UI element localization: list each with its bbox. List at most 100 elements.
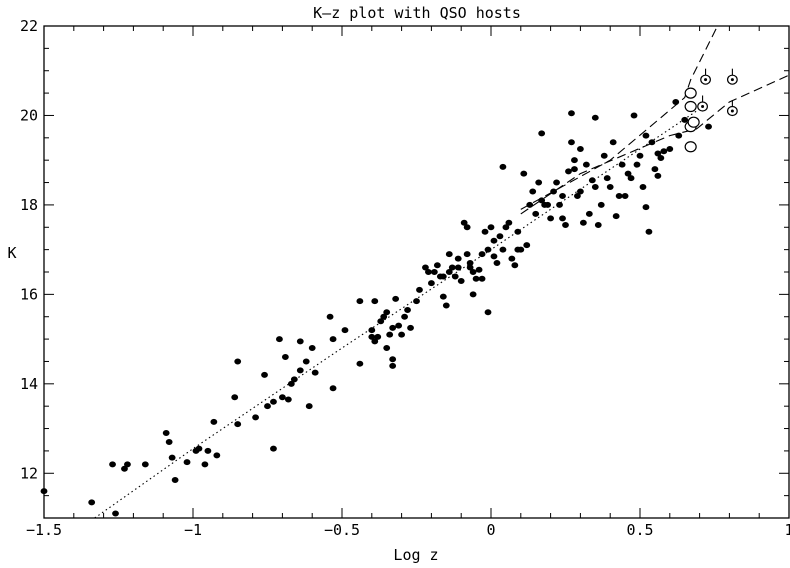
x-tick-label: −0.5 bbox=[324, 521, 360, 539]
data-point bbox=[252, 414, 259, 421]
dashed-curve bbox=[520, 25, 718, 210]
data-point bbox=[660, 148, 668, 155]
data-point bbox=[445, 251, 453, 258]
data-point bbox=[654, 150, 662, 157]
data-point bbox=[559, 215, 566, 222]
data-point bbox=[457, 277, 465, 284]
data-point bbox=[672, 99, 680, 106]
data-point bbox=[520, 170, 528, 177]
data-point bbox=[648, 139, 656, 146]
data-point bbox=[40, 488, 48, 495]
data-point bbox=[624, 170, 632, 177]
data-point bbox=[615, 192, 623, 199]
data-point bbox=[600, 152, 608, 159]
y-tick-label: 16 bbox=[20, 285, 38, 303]
data-point bbox=[469, 269, 477, 275]
data-point bbox=[591, 184, 599, 191]
data-point bbox=[594, 222, 602, 229]
qso-host-limit-point bbox=[726, 68, 738, 85]
data-point bbox=[109, 461, 116, 468]
data-point bbox=[270, 398, 277, 405]
qso-host-point bbox=[687, 116, 700, 128]
data-point bbox=[579, 219, 587, 226]
data-point bbox=[490, 253, 498, 260]
data-point bbox=[657, 154, 665, 161]
data-point bbox=[627, 175, 635, 182]
data-point bbox=[141, 461, 149, 468]
data-point bbox=[565, 168, 572, 175]
qso-host-limit-point bbox=[700, 68, 711, 85]
data-point bbox=[633, 161, 641, 168]
data-point bbox=[88, 499, 96, 506]
data-point bbox=[162, 430, 170, 437]
data-point bbox=[368, 333, 376, 340]
data-point bbox=[517, 246, 525, 253]
data-point bbox=[398, 331, 405, 338]
data-point bbox=[511, 262, 519, 269]
data-point bbox=[463, 251, 471, 258]
data-point bbox=[642, 132, 650, 139]
data-point bbox=[469, 291, 477, 298]
data-point bbox=[568, 110, 575, 117]
data-point bbox=[371, 298, 379, 305]
qso-host-point bbox=[684, 100, 697, 113]
data-point bbox=[305, 403, 313, 410]
data-point bbox=[442, 302, 450, 309]
data-point bbox=[642, 204, 650, 211]
data-point bbox=[425, 269, 432, 275]
x-tick-label: −1.5 bbox=[26, 521, 62, 539]
data-point bbox=[681, 116, 689, 123]
limit-dot bbox=[730, 78, 734, 82]
data-point bbox=[287, 380, 295, 387]
data-point bbox=[389, 324, 397, 331]
data-point bbox=[380, 313, 388, 320]
dotted-curve bbox=[94, 110, 697, 519]
model-curves bbox=[94, 25, 790, 519]
data-point bbox=[502, 224, 510, 231]
data-point bbox=[356, 360, 364, 367]
data-point bbox=[529, 188, 537, 195]
data-point bbox=[591, 114, 599, 121]
data-point bbox=[392, 295, 400, 302]
data-point bbox=[234, 358, 242, 365]
data-point bbox=[574, 192, 581, 199]
data-point bbox=[597, 201, 605, 208]
data-point bbox=[618, 161, 626, 168]
data-point bbox=[484, 309, 492, 316]
data-point bbox=[499, 163, 507, 170]
data-point bbox=[433, 262, 441, 269]
x-tick-label: 1 bbox=[784, 521, 790, 539]
data-point bbox=[445, 269, 453, 275]
data-point bbox=[383, 309, 391, 316]
data-point bbox=[422, 264, 429, 271]
data-point bbox=[606, 184, 614, 191]
axis-ticks: −1.5 −1 −0.5 0 0.5 1 12 14 16 18 20 22 bbox=[20, 17, 790, 539]
data-point bbox=[261, 371, 268, 378]
data-point bbox=[428, 280, 435, 287]
data-point bbox=[231, 394, 239, 401]
data-point bbox=[413, 298, 420, 305]
data-point bbox=[645, 228, 653, 235]
chart-title: K–z plot with QSO hosts bbox=[313, 4, 521, 22]
data-point bbox=[165, 438, 173, 445]
data-point bbox=[374, 333, 382, 340]
data-point bbox=[505, 219, 513, 226]
data-point bbox=[508, 255, 516, 262]
data-point bbox=[326, 313, 334, 320]
data-point bbox=[609, 139, 617, 146]
qso-host-limit-point bbox=[697, 95, 708, 112]
data-point bbox=[639, 184, 647, 191]
data-point bbox=[281, 353, 289, 360]
data-point bbox=[666, 146, 674, 152]
data-point bbox=[213, 452, 221, 459]
data-point bbox=[585, 210, 593, 217]
x-tick-label: −1 bbox=[184, 521, 202, 539]
data-point bbox=[171, 476, 179, 483]
data-point bbox=[705, 123, 712, 130]
data-point bbox=[472, 275, 480, 282]
data-point bbox=[484, 246, 492, 253]
data-point bbox=[371, 338, 379, 345]
data-point bbox=[514, 228, 522, 235]
data-point bbox=[526, 201, 534, 208]
